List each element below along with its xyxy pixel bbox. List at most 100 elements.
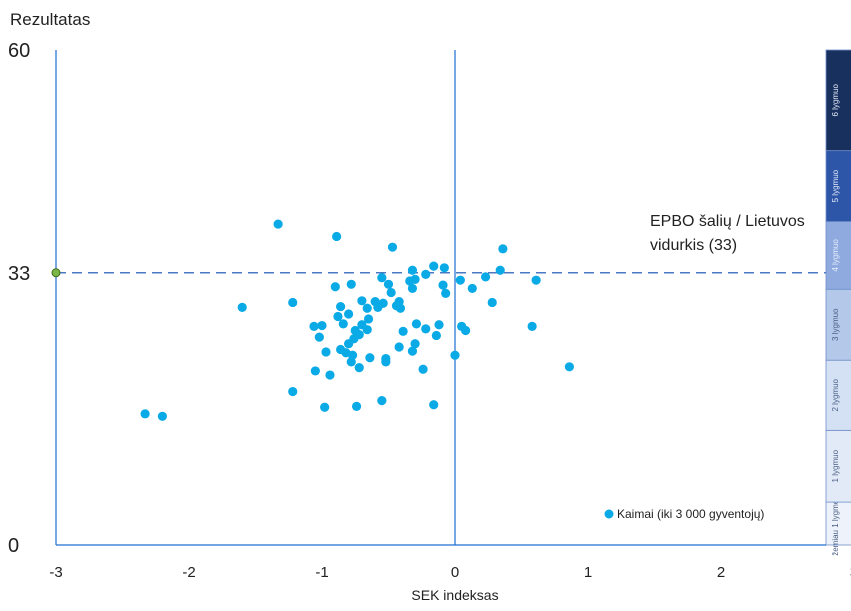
legend-marker [604, 509, 614, 519]
data-point [398, 326, 408, 336]
data-point [421, 324, 431, 334]
data-point [237, 302, 247, 312]
data-point [395, 303, 406, 313]
legend: Kaimai (iki 3 000 gyventojų) [604, 507, 764, 521]
data-point [431, 330, 441, 341]
data-point [438, 280, 448, 290]
level-band-3 [825, 288, 851, 361]
level-band-label-3: 3 lygmuo [831, 308, 840, 341]
data-point [381, 357, 391, 367]
y-tick-label: 33 [8, 263, 30, 285]
reference-line-label-1: EPBO šalių / Lietuvos [650, 213, 805, 230]
level-band-label-6: 6 lygmuo [831, 84, 840, 117]
x-tick-label: -3 [49, 564, 62, 581]
data-point [273, 219, 283, 229]
data-point [411, 319, 422, 329]
data-point [377, 273, 387, 283]
data-point [394, 342, 404, 352]
data-point [495, 265, 505, 275]
data-point [344, 339, 354, 349]
data-point [405, 276, 415, 286]
data-point [362, 303, 372, 313]
level-band-5 [825, 150, 851, 222]
data-point [450, 350, 460, 360]
level-bands: žemiau 1 lygmens 1 lygmuo 2 lygmuo 3 lygmuo… [825, 49, 851, 556]
data-point [418, 364, 428, 374]
data-point [325, 370, 335, 380]
data-point [346, 279, 356, 289]
data-point [351, 401, 362, 411]
data-point [336, 344, 346, 355]
data-point [336, 301, 346, 312]
data-point [383, 279, 394, 289]
data-point [157, 411, 167, 421]
data-point [140, 409, 150, 419]
x-tick-label: 3 [850, 564, 851, 581]
level-band-label-4: 4 lygmuo [831, 239, 840, 272]
data-point [386, 287, 396, 298]
x-tick-label: -1 [315, 564, 328, 581]
level-band-1 [825, 429, 851, 503]
tick-labels: -3 -2 -1 0 1 2 3 0 33 60 [8, 40, 851, 581]
data-point [357, 296, 367, 306]
reference-line-label-2: vidurkis (33) [650, 237, 737, 254]
data-point [387, 242, 398, 252]
data-point [487, 297, 497, 308]
level-band-label-1: 1 lygmuo [831, 449, 840, 482]
data-point [564, 362, 574, 372]
data-point [288, 297, 298, 308]
data-point [288, 386, 298, 397]
y-axis-label: Rezultatas [10, 10, 90, 29]
x-tick-label: 2 [717, 564, 725, 581]
data-point [498, 244, 508, 254]
data-point [354, 363, 364, 373]
level-band-label-2: 2 lygmuo [831, 378, 840, 411]
data-point [333, 311, 343, 322]
data-point [467, 283, 477, 294]
data-point [321, 347, 331, 357]
x-axis-label: SEK indeksas [411, 587, 498, 603]
data-point [365, 353, 375, 363]
data-points [51, 219, 574, 421]
data-point [332, 231, 342, 242]
data-point [309, 321, 319, 331]
level-band-label-0: žemiau 1 lygmens [831, 491, 840, 555]
data-point [314, 332, 324, 342]
data-point [439, 263, 449, 273]
data-point [441, 288, 451, 298]
data-point [362, 325, 372, 335]
data-point [429, 400, 439, 410]
highlight-point [51, 268, 61, 278]
data-point [434, 320, 444, 330]
data-point [377, 396, 387, 406]
data-point [421, 269, 431, 279]
data-point [429, 261, 439, 271]
data-point [346, 357, 356, 367]
x-tick-label: -2 [182, 564, 195, 581]
x-tick-label: 1 [584, 564, 592, 581]
data-point [407, 283, 418, 294]
y-tick-label: 0 [8, 535, 19, 557]
data-point [310, 366, 320, 376]
data-point [407, 346, 418, 356]
x-tick-label: 0 [451, 564, 459, 581]
level-band-6 [825, 49, 851, 152]
level-band-4 [825, 221, 851, 290]
data-point [531, 275, 541, 285]
data-point [378, 298, 388, 308]
data-point [527, 321, 537, 331]
data-point [330, 282, 340, 292]
data-point [480, 272, 491, 282]
data-point [410, 339, 420, 349]
data-point [317, 320, 327, 331]
level-band-label-5: 5 lygmuo [831, 169, 840, 202]
data-point [363, 314, 374, 324]
axes [55, 50, 826, 546]
data-point [338, 319, 348, 329]
data-point [344, 309, 354, 319]
data-point [320, 402, 330, 412]
data-point [407, 265, 418, 275]
legend-label: Kaimai (iki 3 000 gyventojų) [617, 507, 764, 521]
